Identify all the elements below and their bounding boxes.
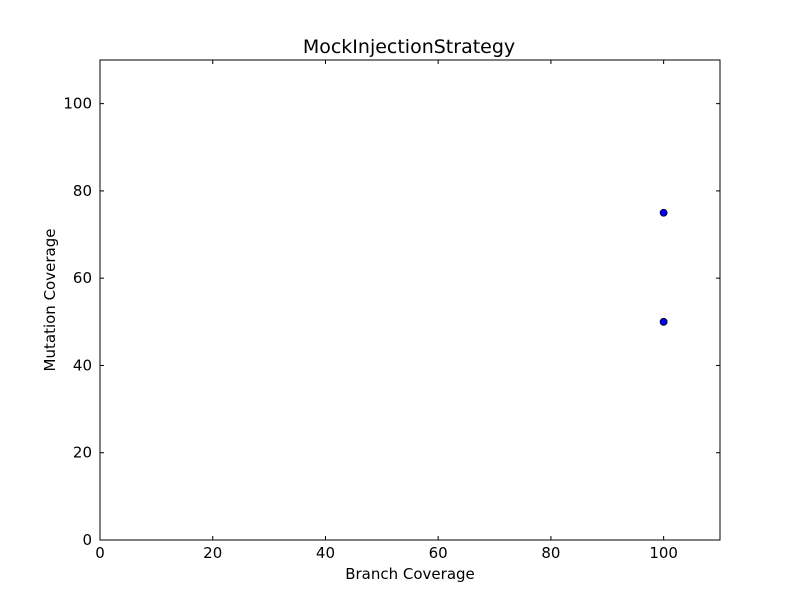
x-tick-label: 40 bbox=[316, 544, 335, 562]
chart-title: MockInjectionStrategy bbox=[303, 36, 515, 58]
x-tick-label: 100 bbox=[649, 544, 678, 562]
y-tick-label: 20 bbox=[73, 444, 92, 462]
plot-frame bbox=[99, 59, 721, 541]
y-tick-label: 60 bbox=[73, 269, 92, 287]
axis-ticks: 0 20 40 60 80 100 0 20 40 60 80 100 bbox=[63, 60, 720, 562]
data-point bbox=[659, 317, 668, 326]
data-point bbox=[659, 208, 668, 217]
y-tick-label: 100 bbox=[63, 95, 92, 113]
x-axis-label: Branch Coverage bbox=[345, 565, 475, 583]
x-tick-label: 60 bbox=[429, 544, 448, 562]
x-tick-label: 0 bbox=[95, 544, 105, 562]
y-axis-label: Mutation Coverage bbox=[41, 229, 59, 372]
x-tick-label: 20 bbox=[203, 544, 222, 562]
y-tick-label: 40 bbox=[73, 356, 92, 374]
y-tick-label: 80 bbox=[73, 182, 92, 200]
x-tick-label: 80 bbox=[541, 544, 560, 562]
data-points bbox=[659, 208, 668, 326]
y-tick-label: 0 bbox=[82, 531, 92, 549]
